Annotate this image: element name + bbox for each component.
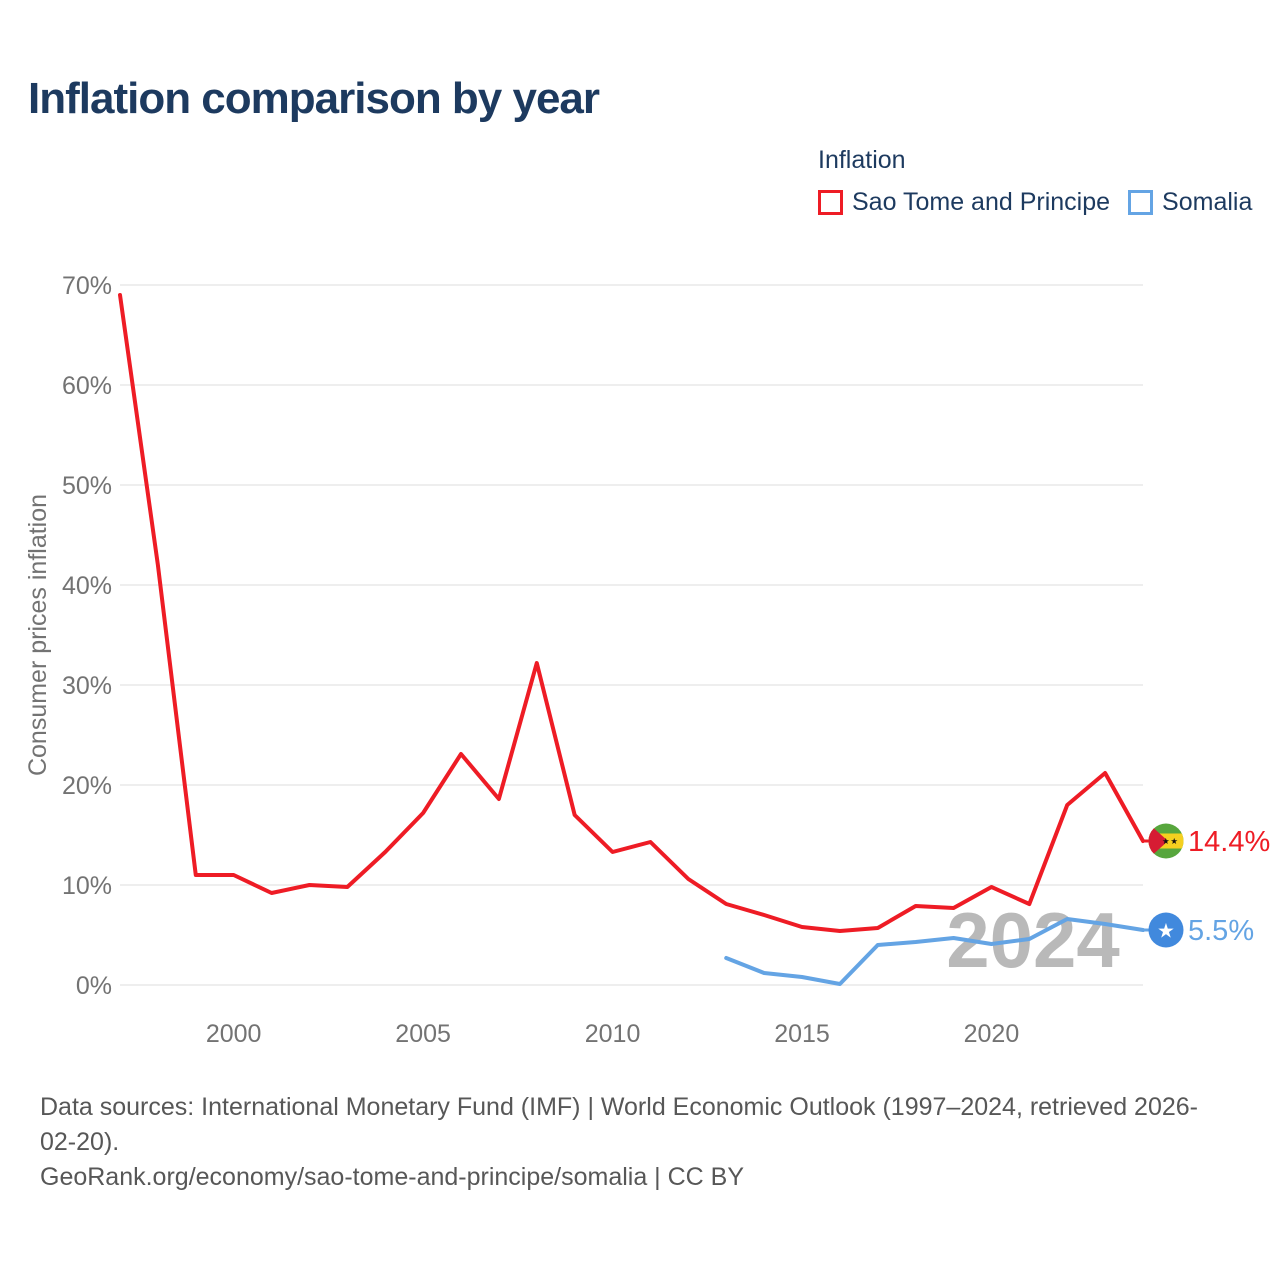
legend-item-label: Sao Tome and Principe [852, 188, 1111, 216]
legend-row: Sao Tome and Principe Somalia [818, 188, 1252, 217]
footer-data-sources-line2: 02-20). [40, 1128, 120, 1156]
legend-title: Inflation [818, 146, 906, 174]
footer-data-sources-line1: Data sources: International Monetary Fun… [40, 1093, 1198, 1121]
x-tick-label: 2010 [585, 1020, 641, 1048]
page-title: Inflation comparison by year [28, 74, 600, 123]
x-tick-label: 2005 [395, 1020, 451, 1048]
footer: Data sources: International Monetary Fun… [40, 1090, 1198, 1195]
legend-swatch-blue [1128, 190, 1154, 215]
svg-text:★: ★ [1157, 921, 1175, 943]
svg-text:★: ★ [1162, 836, 1170, 846]
sao-tome-and-principe-flag-icon: ★ ★ [1148, 823, 1184, 859]
series-line-sao-tome-and-principe[interactable] [118, 293, 1145, 933]
y-tick-label: 60% [62, 372, 112, 400]
y-tick-label: 10% [62, 872, 112, 900]
series-end-value-label: 14.4% [1188, 826, 1270, 858]
legend-swatch-red [818, 190, 843, 215]
x-tick-label: 2020 [964, 1020, 1020, 1048]
series-line-somalia[interactable] [724, 917, 1145, 986]
chart-legend: Inflation Sao Tome and Principe Somalia [818, 146, 1252, 217]
series-end-value-label: 5.5% [1188, 915, 1254, 947]
footer-attribution: GeoRank.org/economy/sao-tome-and-princip… [40, 1163, 745, 1191]
y-tick-label: 20% [62, 772, 112, 800]
somalia-flag-icon: ★ [1148, 912, 1184, 948]
svg-text:★: ★ [1170, 836, 1178, 846]
y-tick-label: 70% [62, 272, 112, 300]
y-tick-label: 40% [62, 572, 112, 600]
legend-item-somalia[interactable]: Somalia [1128, 188, 1252, 217]
y-tick-label: 50% [62, 472, 112, 500]
y-tick-label: 30% [62, 672, 112, 700]
x-tick-label: 2015 [774, 1020, 830, 1048]
y-tick-label: 0% [76, 972, 112, 1000]
x-tick-label: 2000 [206, 1020, 262, 1048]
legend-item-sao-tome-and-principe[interactable]: Sao Tome and Principe [818, 188, 1110, 217]
y-axis-title: Consumer prices inflation [24, 494, 52, 776]
legend-item-label: Somalia [1162, 188, 1253, 216]
